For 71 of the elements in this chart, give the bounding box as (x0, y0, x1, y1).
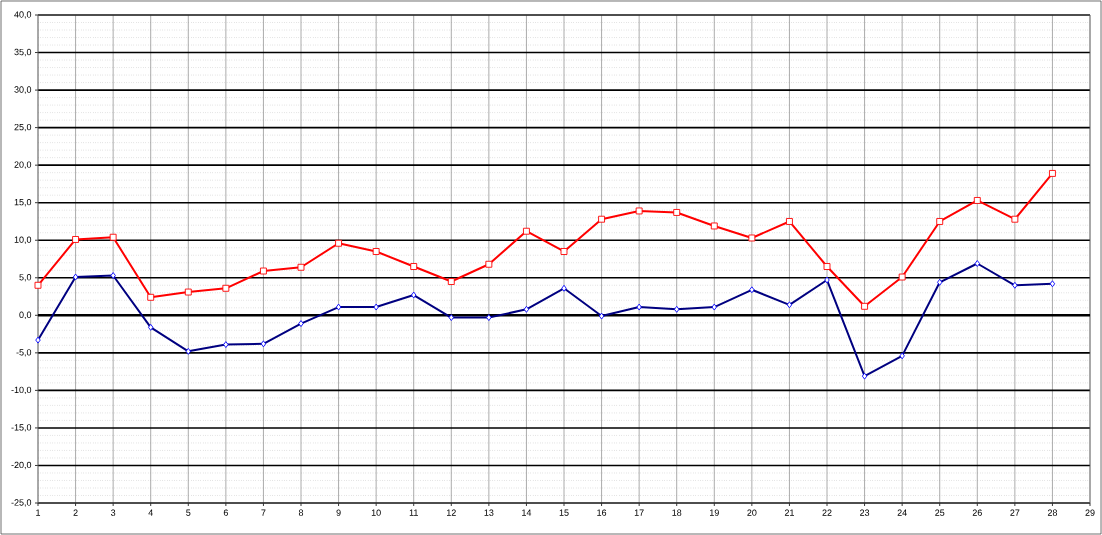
x-tick-label: 14 (522, 509, 532, 516)
point (410, 263, 418, 270)
x-tick-label: 16 (597, 509, 607, 516)
x-tick-label: 2 (73, 509, 78, 516)
point (335, 239, 343, 247)
x-tick-label: 19 (709, 509, 719, 516)
x-tick-label: 18 (672, 509, 682, 516)
y-tick-label: -15,0 (11, 424, 32, 432)
y-tick-label: 0,0 (19, 311, 32, 320)
y-tick-label: 35,0 (14, 48, 32, 57)
x-tick-label: 3 (110, 509, 116, 516)
point (372, 248, 380, 255)
x-tick-label: 26 (972, 509, 982, 516)
point (560, 248, 568, 255)
point (861, 302, 869, 310)
x-tick-label: 10 (371, 509, 381, 516)
point (786, 218, 793, 225)
point (259, 267, 267, 275)
y-tick-label: -25,0 (11, 499, 32, 507)
x-tick-label: 8 (298, 509, 304, 516)
x-tick-label: 29 (1085, 509, 1095, 516)
y-tick-label: 15,0 (14, 198, 32, 207)
point (673, 209, 681, 216)
point (109, 233, 117, 241)
point (184, 288, 192, 296)
x-tick-label: 9 (336, 509, 341, 516)
x-tick-label: 5 (186, 509, 191, 516)
point (222, 284, 230, 292)
point (34, 281, 42, 289)
y-tick-label: 5,0 (19, 274, 32, 282)
point (898, 273, 906, 281)
x-tick-label: 20 (747, 509, 757, 516)
x-tick-label: 4 (148, 509, 153, 516)
x-tick-label: 28 (1047, 509, 1058, 516)
point (72, 236, 80, 243)
x-tick-label: 22 (822, 509, 832, 516)
point (447, 278, 455, 285)
y-tick-label: 20,0 (14, 161, 32, 169)
point (1049, 169, 1056, 177)
x-tick-label: 13 (484, 509, 494, 516)
point (522, 227, 530, 235)
point (710, 222, 718, 230)
x-tick-label: 25 (935, 509, 945, 516)
y-tick-label: -20,0 (11, 461, 32, 470)
x-tick-label: 12 (446, 509, 456, 516)
point (936, 218, 944, 225)
point (823, 263, 831, 270)
x-tick-label: 24 (897, 509, 907, 516)
point (598, 215, 606, 223)
point (973, 197, 981, 204)
x-tick-label: 17 (634, 509, 644, 516)
y-tick-label: 25,0 (14, 123, 32, 132)
x-tick-label: 11 (409, 509, 418, 516)
point (485, 260, 493, 268)
x-tick-label: 15 (559, 509, 569, 516)
x-tick-label: 7 (261, 509, 266, 516)
x-tick-label: 1 (36, 509, 41, 516)
y-tick-label: 10,0 (14, 236, 32, 244)
x-tick-label: 27 (1010, 509, 1020, 516)
point (1011, 215, 1019, 223)
point (635, 207, 643, 215)
x-tick-label: 6 (223, 509, 228, 516)
point (147, 293, 155, 301)
point (748, 234, 756, 242)
x-tick-label: 21 (784, 509, 794, 516)
x-tick-label: 23 (860, 509, 870, 516)
point (297, 263, 305, 271)
y-tick-label: -10,0 (11, 386, 32, 395)
y-tick-label: 30,0 (14, 86, 32, 94)
y-tick-label: 40,0 (14, 11, 32, 19)
y-tick-label: -5,0 (16, 349, 32, 357)
